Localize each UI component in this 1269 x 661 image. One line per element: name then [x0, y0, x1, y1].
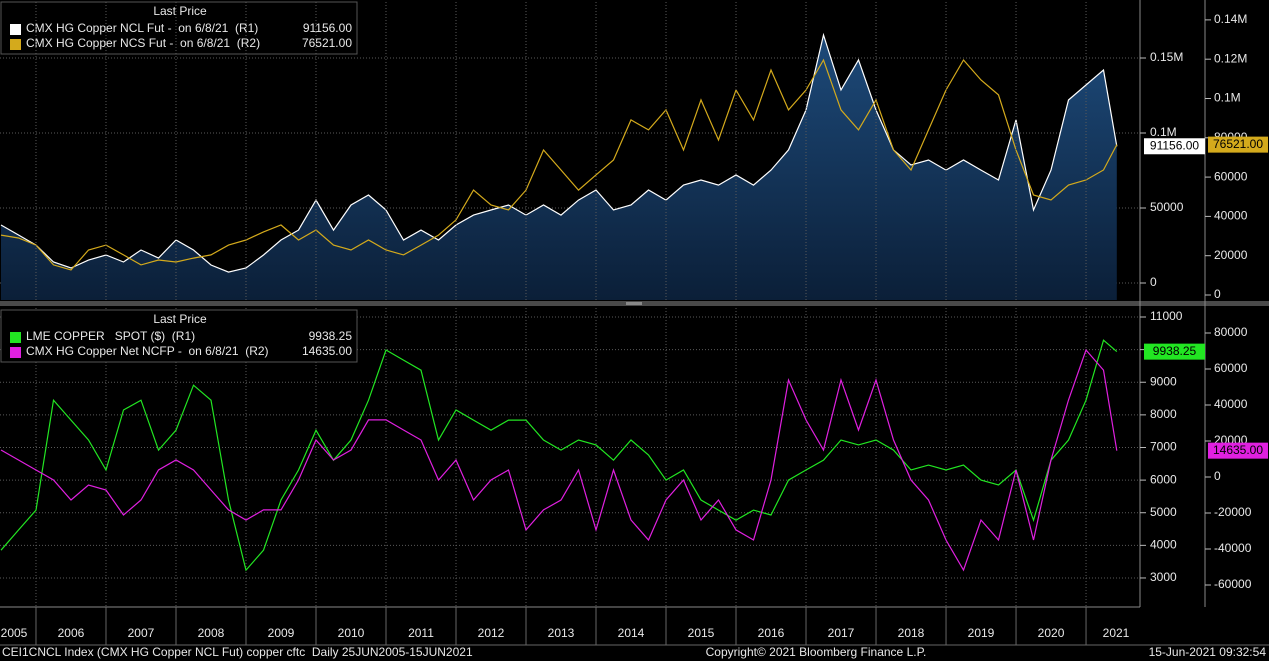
y-tick-label: 0.15M — [1150, 50, 1183, 64]
legend-label: LME COPPER SPOT ($) (R1) — [26, 329, 195, 343]
x-tick-label: 2019 — [968, 626, 995, 640]
y-tick-label: 7000 — [1150, 440, 1177, 454]
y2-tick-label: 60000 — [1214, 169, 1248, 183]
y-tick-label: 9000 — [1150, 374, 1177, 388]
line — [0, 348, 1118, 572]
value-tag — [1208, 136, 1268, 153]
x-tick-label: 2011 — [408, 626, 434, 640]
x-tick-label: 2010 — [338, 626, 365, 640]
y2-tick-label: 0.14M — [1214, 12, 1247, 26]
x-tick-label: 2015 — [688, 626, 715, 640]
legend-swatch — [10, 347, 21, 358]
y2-tick-label: -40000 — [1214, 541, 1252, 555]
legend-swatch — [10, 39, 21, 50]
legend-title: Last Price — [153, 312, 207, 326]
y2-tick-label: 60000 — [1214, 361, 1248, 375]
x-tick-label: 2013 — [548, 626, 575, 640]
x-tick-label: 2007 — [128, 626, 155, 640]
y-tick-label: 5000 — [1150, 505, 1177, 519]
x-tick-label: 2014 — [618, 626, 645, 640]
x-tick-label: 2012 — [478, 626, 505, 640]
legend-swatch — [10, 332, 21, 343]
x-tick-label: 2018 — [898, 626, 925, 640]
value-tag-label: 14635.00 — [1213, 443, 1263, 457]
y-tick-label: 50000 — [1150, 200, 1184, 214]
x-tick-label: 2021 — [1103, 626, 1130, 640]
x-tick-label: 2020 — [1038, 626, 1065, 640]
y-tick-label: 0.1M — [1150, 125, 1177, 139]
legend-swatch — [10, 24, 21, 35]
y-tick-label: 0 — [1150, 275, 1157, 289]
y2-tick-label: 20000 — [1214, 248, 1248, 262]
line — [0, 339, 1118, 572]
y2-tick-label: 80000 — [1214, 325, 1248, 339]
y-tick-label: 8000 — [1150, 407, 1177, 421]
x-tick-label: 2009 — [268, 626, 295, 640]
legend-box — [0, 1, 358, 55]
value-tag-label: 76521.00 — [1213, 137, 1263, 151]
x-tick-label: 2008 — [198, 626, 225, 640]
y-tick-label: 11000 — [1150, 309, 1183, 323]
legend-value: 91156.00 — [303, 21, 352, 35]
x-tick-label: 2006 — [58, 626, 85, 640]
y2-tick-label: 40000 — [1214, 397, 1248, 411]
footer-right: 15-Jun-2021 09:32:54 — [1149, 645, 1267, 659]
legend-label: CMX HG Copper NCS Fut - on 6/8/21 (R2) — [26, 36, 260, 50]
value-tag — [1144, 138, 1205, 155]
x-tick-label: 2016 — [758, 626, 785, 640]
legend-label: CMX HG Copper Net NCFP - on 6/8/21 (R2) — [26, 344, 269, 358]
legend-box — [0, 309, 358, 363]
value-tag — [1144, 343, 1205, 360]
footer-left: CEI1CNCL Index (CMX HG Copper NCL Fut) c… — [2, 645, 473, 659]
y2-tick-label: 0.1M — [1214, 91, 1241, 105]
value-tag — [1208, 442, 1268, 459]
y2-tick-label: -60000 — [1214, 577, 1252, 591]
y2-tick-label: -20000 — [1214, 505, 1252, 519]
y-tick-label: 6000 — [1150, 472, 1177, 486]
divider-handle — [626, 302, 642, 305]
y-tick-label: 3000 — [1150, 570, 1177, 584]
y2-tick-label: 0 — [1214, 287, 1221, 301]
legend-value: 76521.00 — [302, 36, 352, 50]
y-tick-label: 4000 — [1150, 538, 1177, 552]
footer-bar — [0, 645, 1269, 661]
line — [0, 32, 1118, 273]
value-tag-label: 91156.00 — [1150, 138, 1199, 152]
legend-label: CMX HG Copper NCL Fut - on 6/8/21 (R1) — [26, 21, 258, 35]
x-tick-label: 2017 — [828, 626, 855, 640]
legend-value: 9938.25 — [309, 329, 353, 343]
y2-tick-label: 40000 — [1214, 209, 1248, 223]
x-tick-label: 2005 — [1, 626, 28, 640]
legend-title: Last Price — [153, 4, 207, 18]
line — [0, 58, 1118, 271]
y2-tick-label: 0 — [1214, 469, 1221, 483]
value-tag-label: 9938.25 — [1153, 344, 1197, 358]
legend-value: 14635.00 — [302, 344, 352, 358]
footer-center: Copyright© 2021 Bloomberg Finance L.P. — [706, 645, 927, 659]
y2-tick-label: 0.12M — [1214, 51, 1247, 65]
